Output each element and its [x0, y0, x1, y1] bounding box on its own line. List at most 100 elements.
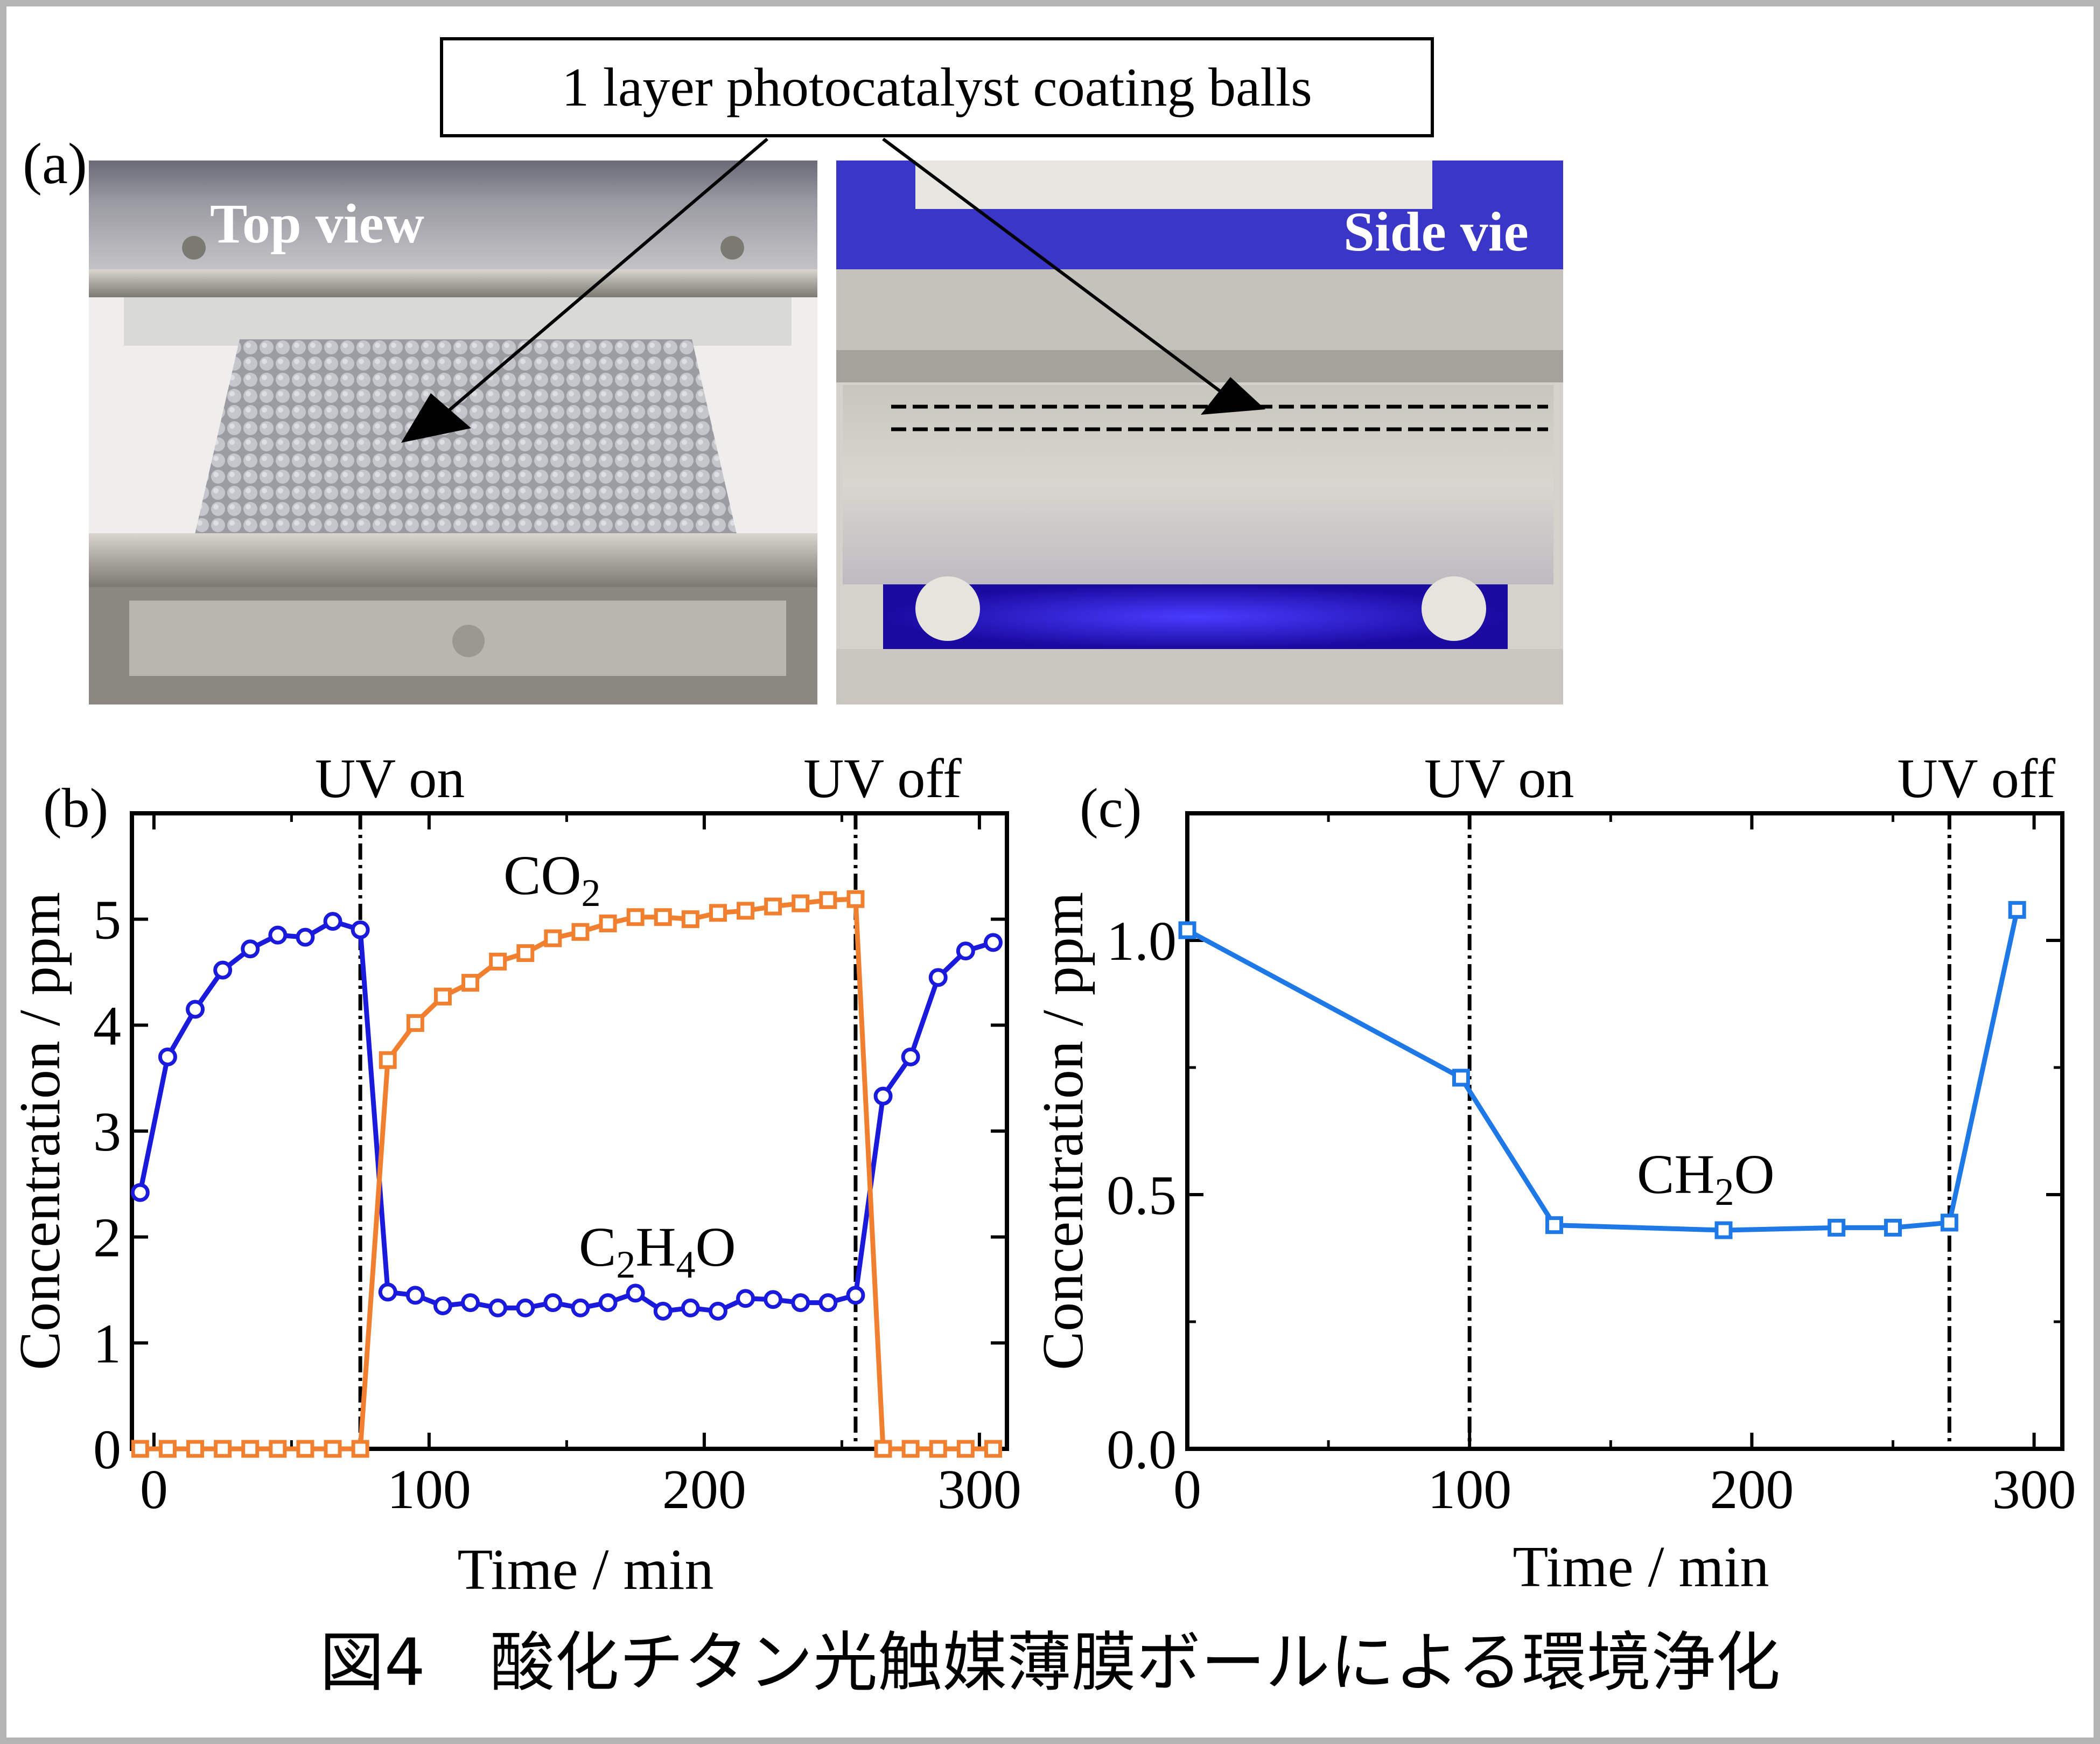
data-point-CH2O: [1828, 1218, 1846, 1237]
c2h4o-series-label: C2H4O: [579, 1216, 736, 1286]
data-point-C2H4O: [488, 1298, 508, 1317]
callout-box: [440, 37, 1434, 137]
data-point-CH2O: [1545, 1216, 1563, 1234]
data-point-CO2: [929, 1440, 947, 1458]
data-point-C2H4O: [405, 1286, 425, 1305]
data-point-C2H4O: [791, 1293, 810, 1313]
y-tick-label: 5: [93, 889, 121, 951]
data-point-CO2: [901, 1440, 920, 1458]
data-point-CO2: [654, 908, 672, 926]
plot-frame: [130, 811, 1009, 1451]
panel-label-1: (c): [1080, 777, 1142, 839]
data-point-C2H4O: [598, 1293, 618, 1313]
y-axis-label: Concentration / ppm: [1031, 892, 1095, 1370]
figure-caption: 図4 酸化チタン光触媒薄膜ボールによる環境浄化: [320, 1626, 1781, 1700]
data-point-CO2: [131, 1440, 149, 1458]
data-point-CO2: [792, 894, 810, 912]
data-point-CO2: [737, 902, 755, 920]
data-point-CO2: [516, 944, 535, 962]
data-point-CO2: [599, 915, 617, 933]
data-point-C2H4O: [158, 1047, 177, 1066]
data-point-C2H4O: [241, 939, 260, 959]
data-point-CO2: [269, 1440, 287, 1458]
uv-annotation: UV on: [1424, 748, 1574, 810]
data-point-C2H4O: [268, 925, 288, 945]
plot-frame: [1185, 811, 2064, 1451]
panel-a-label: (a): [23, 132, 87, 196]
x-tick-label: 0: [140, 1459, 168, 1520]
data-point-CO2: [571, 923, 590, 941]
data-point-CO2: [681, 910, 699, 929]
data-point-CO2: [626, 908, 645, 926]
data-point-C2H4O: [681, 1298, 700, 1317]
data-point-C2H4O: [873, 1086, 893, 1106]
callout-text: 1 layer photocatalyst coating balls: [562, 57, 1312, 118]
top-view-label: Top view: [210, 193, 424, 255]
data-point-C2H4O: [186, 1000, 205, 1019]
callout-arrow-top: [427, 137, 768, 430]
ch2o-series-label: CH2O: [1637, 1143, 1775, 1213]
y-axis-label: Concentration / ppm: [8, 892, 72, 1370]
data-point-CO2: [489, 952, 507, 971]
panel-label-0: (b): [43, 777, 108, 839]
x-axis-label: Time / min: [457, 1538, 713, 1602]
x-tick-label: 0: [1173, 1459, 1201, 1520]
callout-arrowhead-side: [1201, 377, 1265, 415]
data-point-C2H4O: [708, 1301, 727, 1321]
callout-arrowhead-top: [401, 393, 471, 443]
data-point-CO2: [819, 891, 837, 909]
data-point-C2H4O: [433, 1296, 452, 1315]
data-point-CO2: [241, 1440, 260, 1458]
chart-b: (b) 0 100 200 300 0 1 2 3 4 5 Time / min Concentrati…: [8, 748, 1021, 1602]
y-tick-label: 2: [93, 1207, 121, 1269]
data-point-C2H4O: [846, 1286, 865, 1305]
y-tick-label: 0: [93, 1419, 121, 1481]
data-point-C2H4O: [818, 1293, 838, 1313]
x-axis-label: Time / min: [1513, 1535, 1769, 1599]
data-point-CO2: [956, 1440, 975, 1458]
data-point-C2H4O: [928, 968, 948, 987]
data-point-C2H4O: [516, 1298, 535, 1317]
data-point-CO2: [406, 1014, 424, 1032]
data-point-CO2: [874, 1440, 892, 1458]
data-point-CO2: [544, 929, 562, 947]
data-point-CO2: [461, 974, 480, 992]
data-point-C2H4O: [296, 927, 315, 947]
y-tick-label: 0.5: [1107, 1164, 1177, 1226]
data-point-CO2: [379, 1051, 397, 1069]
data-point-CH2O: [2008, 901, 2026, 919]
data-point-CH2O: [1178, 921, 1196, 939]
side-view-label: Side vie: [1343, 201, 1529, 263]
chart-c: (c) 0 100 200 300 0.0 0.5 1.0 Time / min Concentr…: [1031, 748, 2076, 1599]
data-point-C2H4O: [378, 1282, 397, 1302]
data-point-CH2O: [1884, 1218, 1902, 1237]
series-line-CH2O: [1186, 909, 2020, 1233]
data-point-CO2: [764, 897, 782, 916]
uv-annotation: UV off: [803, 748, 962, 810]
data-point-CO2: [324, 1440, 342, 1458]
y-tick-label: 1: [93, 1313, 121, 1375]
uv-annotation: UV off: [1897, 748, 2055, 810]
data-point-CO2: [158, 1440, 177, 1458]
data-point-CH2O: [1714, 1221, 1733, 1239]
data-point-CO2: [186, 1440, 205, 1458]
top-view-photo: Top view: [89, 161, 817, 704]
y-tick-label: 3: [93, 1101, 121, 1163]
data-point-C2H4O: [764, 1290, 783, 1309]
data-point-C2H4O: [736, 1289, 755, 1308]
y-tick-label: 0.0: [1107, 1419, 1177, 1481]
data-point-CH2O: [1940, 1213, 1958, 1232]
data-point-C2H4O: [323, 912, 342, 931]
data-point-C2H4O: [626, 1283, 645, 1303]
uv-annotation: UV on: [315, 748, 465, 810]
data-point-CO2: [846, 890, 865, 908]
data-point-CO2: [709, 904, 727, 922]
data-point-C2H4O: [983, 933, 1003, 952]
data-point-C2H4O: [571, 1298, 590, 1317]
series-line-CO2: [140, 896, 993, 1452]
data-point-C2H4O: [130, 1183, 150, 1202]
data-point-C2H4O: [461, 1293, 480, 1313]
side-view-photo: Side vie: [836, 161, 1563, 704]
co2-series-label: CO2: [503, 845, 600, 915]
